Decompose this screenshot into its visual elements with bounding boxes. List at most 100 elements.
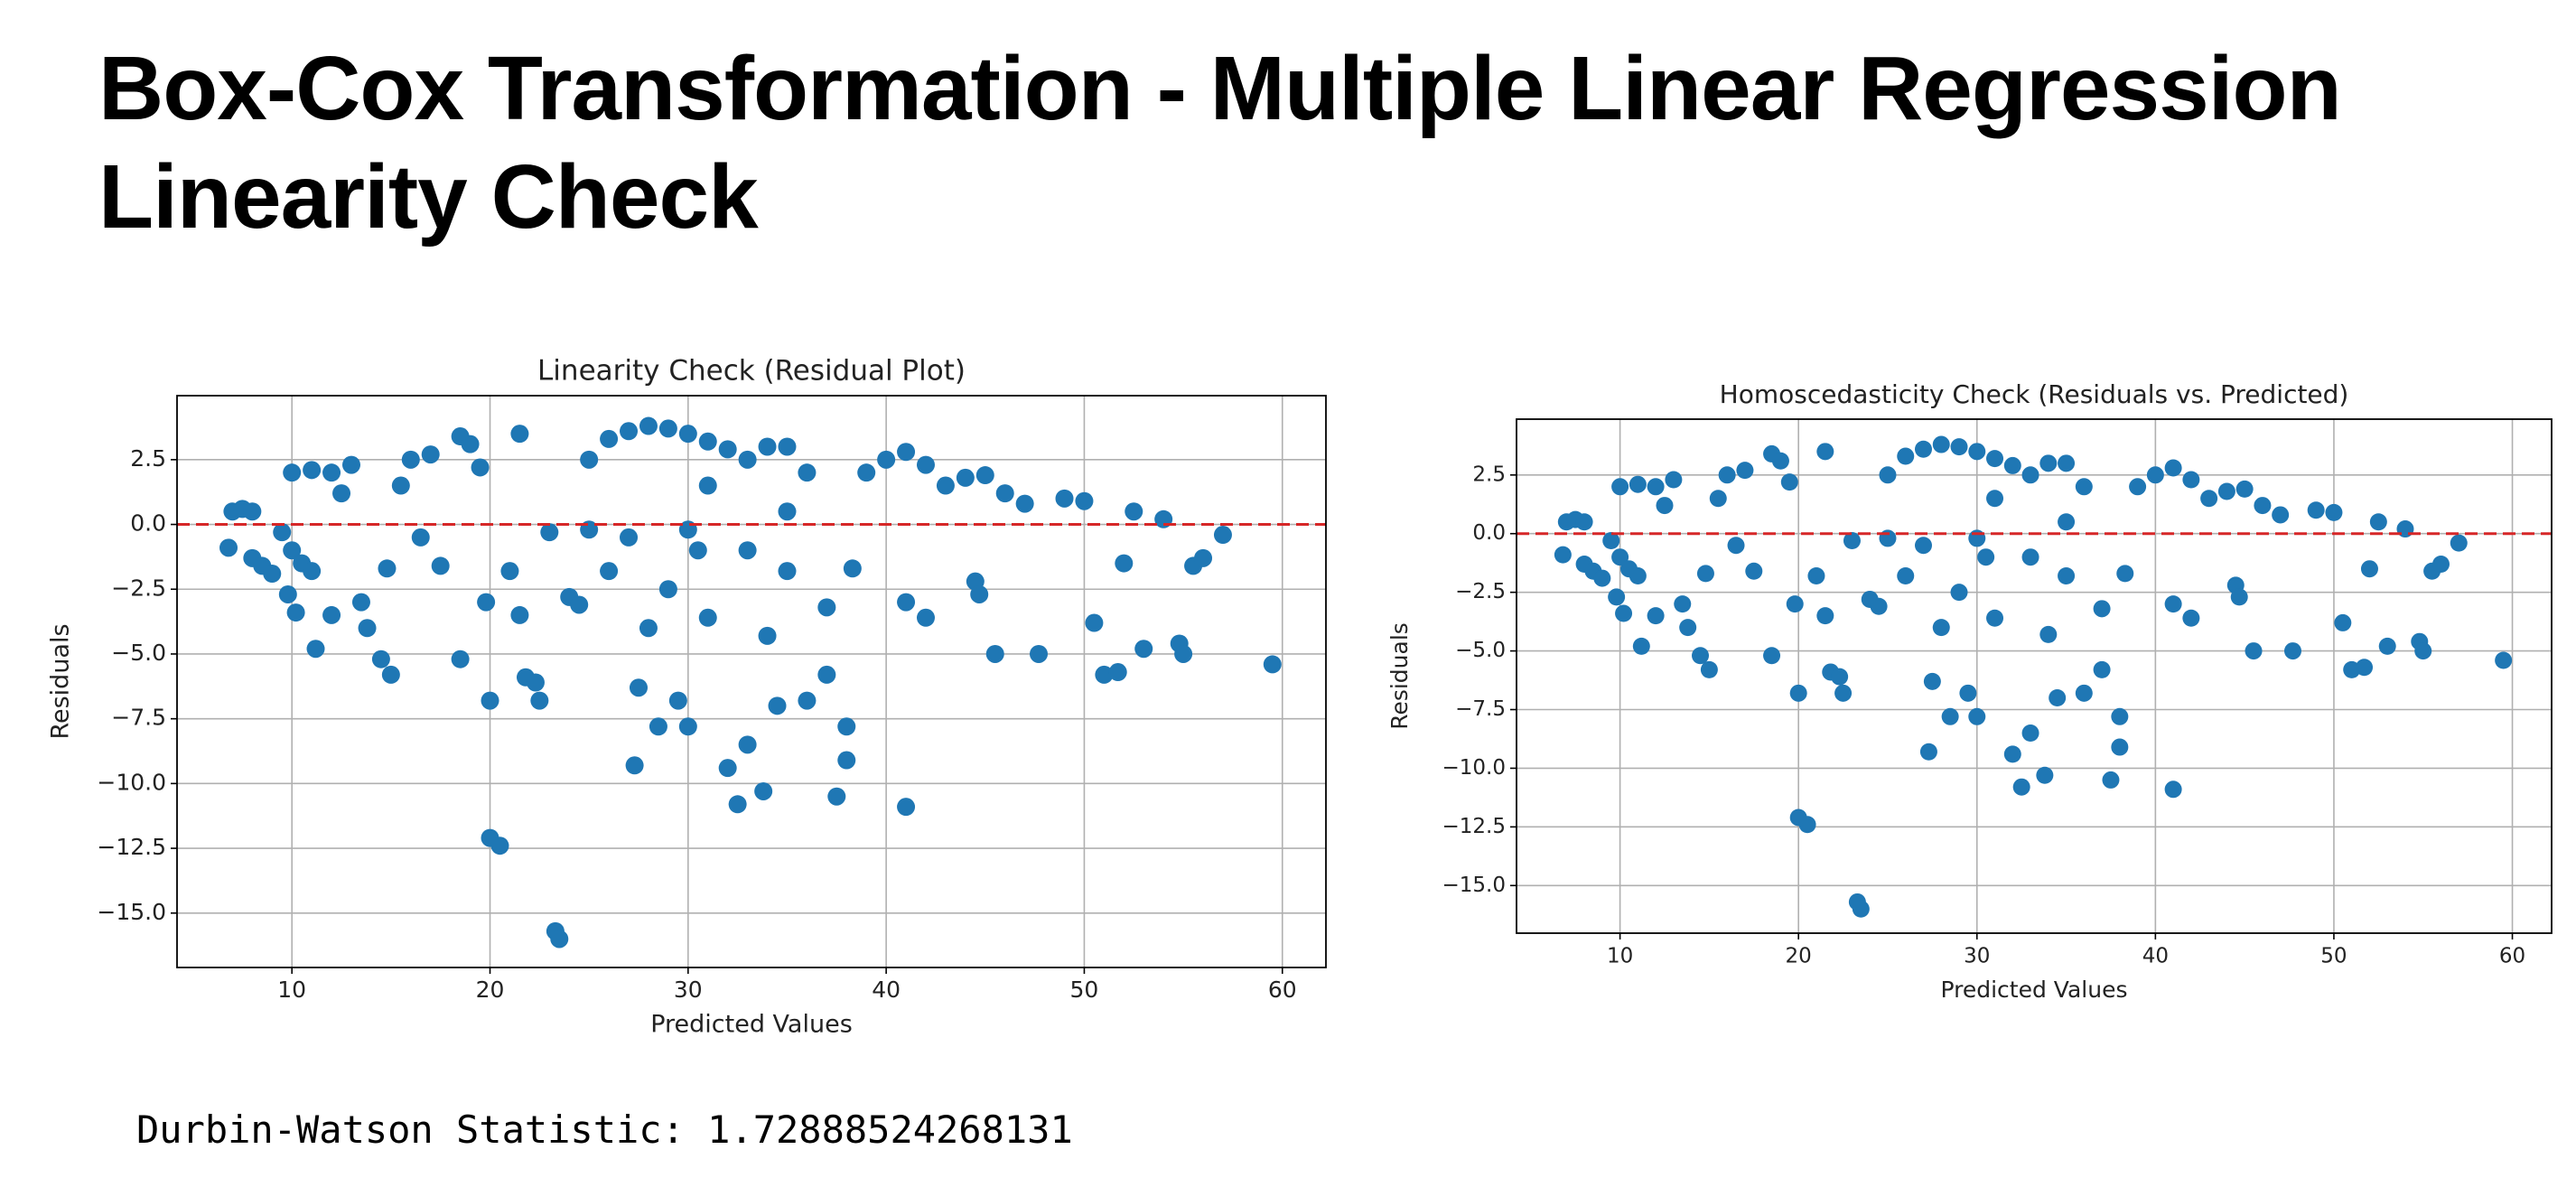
y-tick-label: −15.0 bbox=[97, 899, 166, 925]
point bbox=[970, 584, 989, 603]
point bbox=[286, 603, 305, 622]
point bbox=[1194, 548, 1213, 567]
point bbox=[2129, 478, 2147, 496]
point bbox=[303, 562, 322, 581]
point bbox=[985, 644, 1004, 663]
y-tick-label: −15.0 bbox=[1442, 874, 1506, 897]
point bbox=[698, 476, 717, 495]
point bbox=[322, 605, 341, 624]
point bbox=[678, 425, 697, 444]
x-tick-label: 20 bbox=[1786, 945, 1812, 968]
point bbox=[378, 559, 397, 578]
x-axis-label: Predicted Values bbox=[1941, 977, 2128, 1003]
point bbox=[401, 450, 420, 469]
point bbox=[2164, 459, 2182, 477]
plot-frame bbox=[176, 395, 1327, 968]
point bbox=[273, 523, 292, 542]
point bbox=[2164, 595, 2182, 613]
point bbox=[1700, 660, 1718, 678]
point bbox=[2039, 454, 2058, 472]
point bbox=[2116, 565, 2134, 583]
x-tick-label: 30 bbox=[674, 977, 703, 1003]
point bbox=[688, 541, 707, 560]
point bbox=[1897, 447, 1915, 465]
point bbox=[1213, 526, 1232, 545]
point bbox=[540, 523, 559, 542]
chart: 10 20 30 40 50 60 2.5 0.0 −2.5 −5.0 −7.5 −10.0 −12.5… bbox=[1386, 379, 2553, 1003]
point bbox=[283, 541, 302, 560]
x-tick-label: 50 bbox=[2320, 945, 2347, 968]
title-line: Box-Cox Transformation - Multiple Linear… bbox=[98, 38, 2342, 139]
point bbox=[421, 445, 440, 464]
point bbox=[897, 443, 916, 462]
y-axis-label: Residuals bbox=[47, 623, 75, 739]
point bbox=[1692, 647, 1710, 665]
point bbox=[306, 640, 325, 659]
point bbox=[219, 538, 238, 557]
point bbox=[1870, 597, 1888, 615]
y-tick-label: −7.5 bbox=[111, 705, 166, 731]
point bbox=[2003, 456, 2021, 474]
y-tick-label: 2.5 bbox=[130, 445, 166, 472]
point bbox=[1665, 471, 1683, 489]
point bbox=[668, 691, 687, 710]
point bbox=[2182, 471, 2200, 489]
point bbox=[2049, 689, 2067, 707]
point bbox=[2012, 778, 2030, 796]
point bbox=[2369, 513, 2387, 531]
point bbox=[1789, 684, 1807, 702]
point bbox=[2334, 613, 2352, 631]
point bbox=[827, 787, 846, 806]
point bbox=[698, 608, 717, 627]
point bbox=[2075, 478, 2093, 496]
point bbox=[877, 450, 896, 469]
point bbox=[778, 562, 797, 581]
point bbox=[526, 673, 545, 692]
point bbox=[278, 584, 297, 603]
point bbox=[283, 463, 302, 482]
point bbox=[243, 502, 262, 521]
point bbox=[391, 476, 410, 495]
point bbox=[2378, 637, 2396, 655]
point bbox=[580, 450, 599, 469]
point bbox=[1674, 595, 1692, 613]
point bbox=[471, 458, 490, 477]
point bbox=[263, 565, 282, 584]
point bbox=[1602, 532, 1620, 550]
point bbox=[1615, 604, 1633, 622]
point bbox=[798, 463, 817, 482]
point bbox=[600, 429, 619, 448]
point bbox=[332, 484, 351, 503]
point bbox=[2146, 466, 2164, 484]
point bbox=[1831, 668, 1849, 686]
point bbox=[371, 650, 390, 668]
y-tick-label: 0.0 bbox=[130, 510, 166, 537]
point bbox=[451, 650, 470, 668]
point bbox=[718, 440, 737, 459]
point bbox=[2245, 642, 2263, 660]
point bbox=[1941, 707, 1959, 725]
plot-frame bbox=[1516, 418, 2553, 934]
point bbox=[728, 795, 747, 814]
point bbox=[897, 593, 916, 612]
title-line: Linearity Check bbox=[98, 146, 759, 248]
point bbox=[1914, 440, 1932, 458]
point bbox=[477, 593, 496, 612]
point bbox=[2093, 660, 2111, 678]
point bbox=[1611, 478, 1629, 496]
point bbox=[837, 751, 856, 770]
point bbox=[1085, 613, 1104, 632]
point bbox=[1950, 438, 1968, 456]
point bbox=[1986, 490, 2004, 508]
point bbox=[620, 422, 639, 441]
point bbox=[2021, 548, 2039, 566]
point bbox=[1647, 478, 1665, 496]
x-axis-label: Predicted Values bbox=[650, 1011, 853, 1039]
point bbox=[1919, 743, 1937, 761]
point bbox=[649, 717, 667, 736]
point bbox=[1608, 588, 1626, 606]
point bbox=[2254, 497, 2272, 515]
point bbox=[2102, 771, 2120, 789]
point bbox=[2075, 684, 2093, 702]
